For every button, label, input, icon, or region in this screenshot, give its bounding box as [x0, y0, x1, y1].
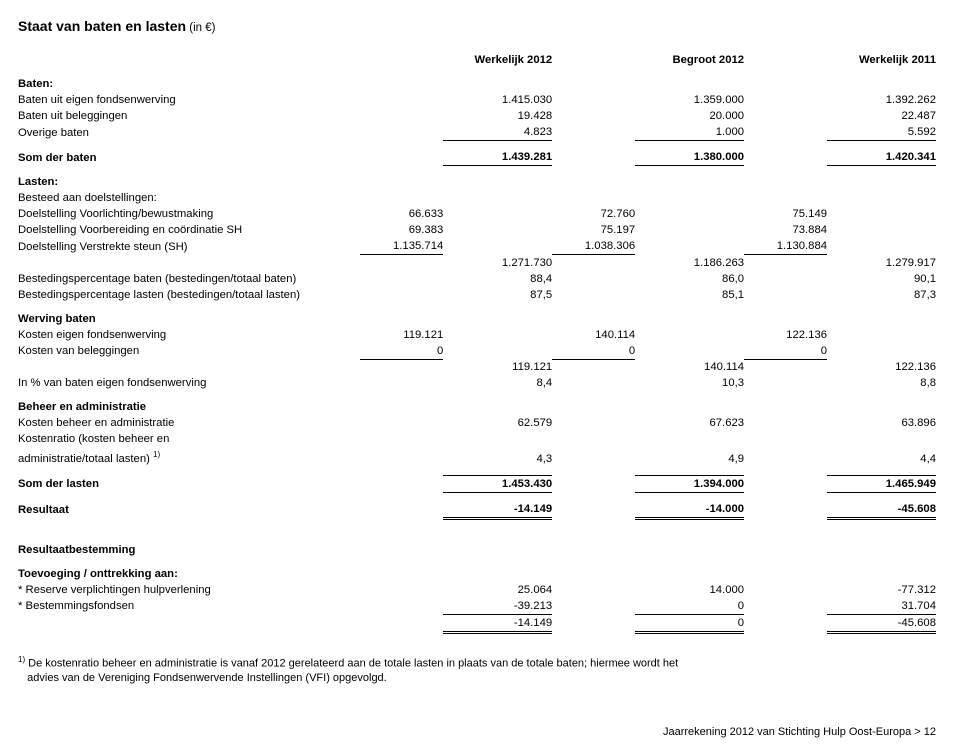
som-baten-row: Som der baten 1.439.281 1.380.000 1.420.…: [18, 149, 936, 166]
page-title: Staat van baten en lasten (in €): [18, 18, 936, 34]
lasten-sub: Besteed aan doelstellingen:: [18, 190, 360, 206]
table-row: Bestedingspercentage lasten (bestedingen…: [18, 287, 936, 303]
col-header-3: Werkelijk 2011: [827, 52, 936, 68]
financial-table: Werkelijk 2012 Begroot 2012 Werkelijk 20…: [18, 44, 936, 634]
bestemming-header: Resultaatbestemming: [18, 542, 360, 558]
table-row: Doelstelling Voorbereiding en coördinati…: [18, 222, 936, 238]
table-row: Baten uit eigen fondsenwerving 1.415.030…: [18, 92, 936, 108]
title-main: Staat van baten en lasten: [18, 18, 186, 34]
kostenratio-row: administratie/totaal lasten) 1) 4,3 4,9 …: [18, 447, 936, 467]
page-footer: Jaarrekening 2012 van Stichting Hulp Oos…: [18, 726, 936, 738]
beheer-header: Beheer en administratie: [18, 399, 360, 415]
table-row: In % van baten eigen fondsenwerving 8,4 …: [18, 375, 936, 391]
kostenratio-line1: Kostenratio (kosten beheer en: [18, 431, 936, 447]
werving-header: Werving baten: [18, 311, 360, 327]
footnote: 1) De kostenratio beheer en administrati…: [18, 652, 936, 687]
baten-header: Baten:: [18, 76, 360, 92]
col-header-1: Werkelijk 2012: [443, 52, 552, 68]
table-row: Doelstelling Voorlichting/bewustmaking 6…: [18, 206, 936, 222]
table-row: Baten uit beleggingen 19.428 20.000 22.4…: [18, 108, 936, 124]
lasten-header: Lasten:: [18, 174, 360, 190]
doel-total-row: 1.271.730 1.186.263 1.279.917: [18, 255, 936, 271]
col-header-2: Begroot 2012: [635, 52, 744, 68]
title-suffix: (in €): [186, 22, 215, 34]
table-row: Kosten van beleggingen 0 0 0: [18, 343, 936, 360]
bestemming-total-row: -14.149 0 -45.608: [18, 614, 936, 632]
som-lasten-row: Som der lasten 1.453.430 1.394.000 1.465…: [18, 475, 936, 492]
table-row: Overige baten 4.823 1.000 5.592: [18, 124, 936, 141]
footnote-sup: 1): [153, 450, 160, 459]
column-header-row: Werkelijk 2012 Begroot 2012 Werkelijk 20…: [18, 52, 936, 68]
table-row: Kosten beheer en administratie 62.579 67…: [18, 415, 936, 431]
table-row: * Bestemmingsfondsen -39.213 0 31.704: [18, 598, 936, 615]
resultaat-row: Resultaat -14.149 -14.000 -45.608: [18, 501, 936, 519]
table-row: * Reserve verplichtingen hulpverlening 2…: [18, 582, 936, 598]
werving-total-row: 119.121 140.114 122.136: [18, 359, 936, 375]
toevoeging-header: Toevoeging / onttrekking aan:: [18, 566, 360, 582]
table-row: Kosten eigen fondsenwerving 119.121 140.…: [18, 327, 936, 343]
table-row: Doelstelling Verstrekte steun (SH) 1.135…: [18, 238, 936, 255]
table-row: Bestedingspercentage baten (bestedingen/…: [18, 271, 936, 287]
